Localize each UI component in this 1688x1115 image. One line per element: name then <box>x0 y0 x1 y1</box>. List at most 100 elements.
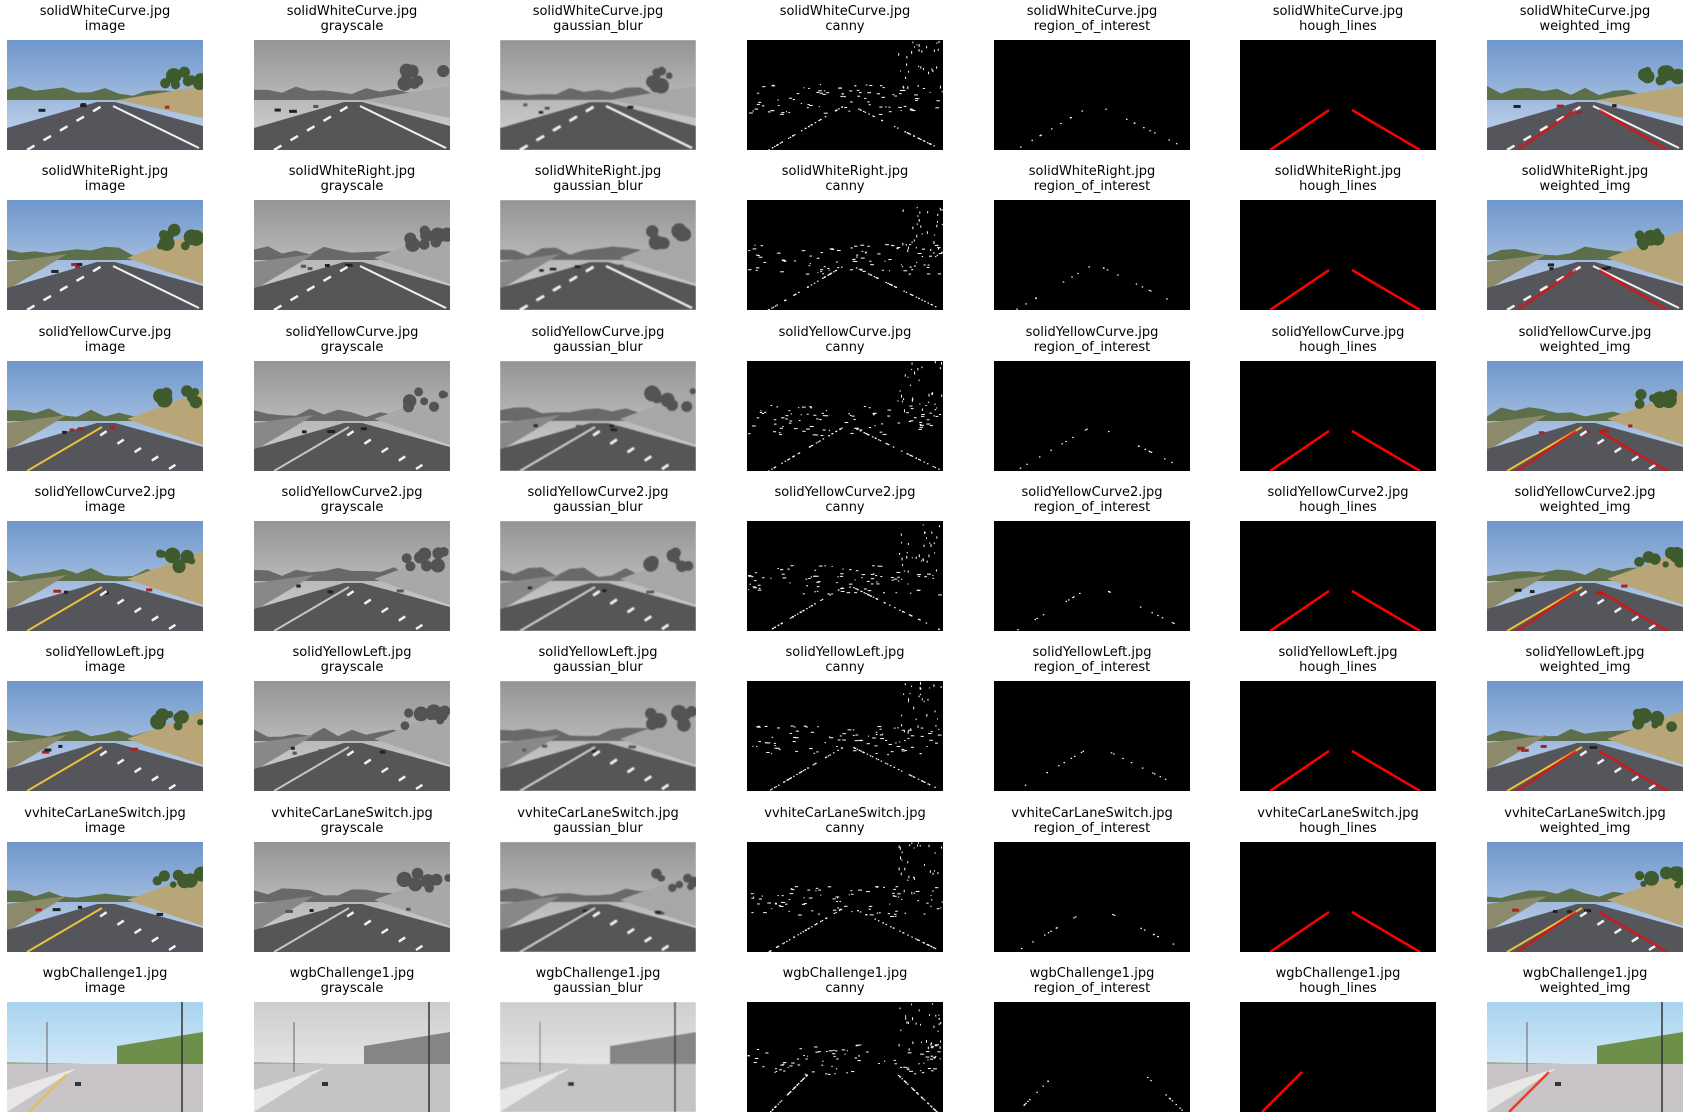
panel-yellow-left-image: solidYellowLeft.jpg image <box>7 645 203 791</box>
panel-stage: grayscale <box>320 340 384 355</box>
panel-caption: solidYellowCurve.jpg canny <box>727 325 963 355</box>
panel-white-car-lane-switch-grayscale: vvhiteCarLaneSwitch.jpg grayscale <box>254 806 450 952</box>
panel-stage: canny <box>825 500 865 515</box>
panel-stage: grayscale <box>320 500 384 515</box>
panel-white-curve-hough_lines: solidWhiteCurve.jpg hough_lines <box>1240 4 1436 150</box>
panel-caption: wgbChallenge1.jpg image <box>0 966 223 996</box>
panel-filename: solidWhiteRight.jpg <box>288 164 416 179</box>
panel-white-car-lane-switch-region_of_interest: vvhiteCarLaneSwitch.jpg region_of_interes… <box>994 806 1190 952</box>
panel-image <box>500 40 696 150</box>
panel-caption: solidWhiteCurve.jpg gaussian_blur <box>480 4 716 34</box>
panel-image <box>994 40 1190 150</box>
panel-stage: hough_lines <box>1299 660 1377 675</box>
panel-white-curve-weighted_img: solidWhiteCurve.jpg weighted_img <box>1487 4 1683 150</box>
panel-filename: wgbChallenge1.jpg <box>1522 966 1648 981</box>
panel-stage: region_of_interest <box>1033 500 1151 515</box>
panel-image <box>7 681 203 791</box>
panel-stage: gaussian_blur <box>553 19 643 34</box>
panel-filename: solidYellowLeft.jpg <box>538 645 658 660</box>
panel-caption: solidYellowCurve2.jpg grayscale <box>234 485 470 515</box>
panel-caption: vvhiteCarLaneSwitch.jpg image <box>0 806 223 836</box>
panel-filename: solidWhiteCurve.jpg <box>1519 4 1651 19</box>
panel-image <box>500 681 696 791</box>
panel-caption: wgbChallenge1.jpg gaussian_blur <box>480 966 716 996</box>
panel-stage: canny <box>825 179 865 194</box>
panel-stage: grayscale <box>320 179 384 194</box>
panel-image <box>1487 40 1683 150</box>
panel-stage: image <box>84 179 126 194</box>
panel-caption: solidYellowCurve.jpg grayscale <box>234 325 470 355</box>
panel-caption: solidYellowLeft.jpg region_of_interest <box>974 645 1210 675</box>
panel-stage: hough_lines <box>1299 981 1377 996</box>
panel-filename: solidYellowCurve2.jpg <box>527 485 669 500</box>
panel-stage: canny <box>825 19 865 34</box>
panel-white-car-lane-switch-canny: vvhiteCarLaneSwitch.jpg canny <box>747 806 943 952</box>
panel-stage: region_of_interest <box>1033 660 1151 675</box>
panel-image <box>254 200 450 310</box>
panel-caption: vvhiteCarLaneSwitch.jpg weighted_img <box>1467 806 1688 836</box>
panel-filename: wgbChallenge1.jpg <box>42 966 168 981</box>
panel-stage: weighted_img <box>1539 340 1631 355</box>
panel-filename: solidWhiteCurve.jpg <box>286 4 418 19</box>
panel-image <box>254 1002 450 1112</box>
panel-image <box>1487 681 1683 791</box>
panel-caption: solidYellowLeft.jpg weighted_img <box>1467 645 1688 675</box>
panel-caption: solidWhiteRight.jpg gaussian_blur <box>480 164 716 194</box>
panel-image <box>747 1002 943 1112</box>
panel-stage: gaussian_blur <box>553 821 643 836</box>
panel-caption: solidYellowCurve2.jpg gaussian_blur <box>480 485 716 515</box>
panel-caption: solidWhiteCurve.jpg weighted_img <box>1467 4 1688 34</box>
panel-filename: solidYellowCurve2.jpg <box>1514 485 1656 500</box>
panel-stage: canny <box>825 821 865 836</box>
panel-yellow-left-canny: solidYellowLeft.jpg canny <box>747 645 943 791</box>
panel-stage: image <box>84 500 126 515</box>
panel-white-right-gaussian_blur: solidWhiteRight.jpg gaussian_blur <box>500 164 696 310</box>
panel-stage: weighted_img <box>1539 179 1631 194</box>
panel-stage: canny <box>825 340 865 355</box>
panel-stage: gaussian_blur <box>553 981 643 996</box>
panel-filename: wgbChallenge1.jpg <box>535 966 661 981</box>
panel-filename: solidWhiteRight.jpg <box>534 164 662 179</box>
panel-challenge-weighted_img: wgbChallenge1.jpg weighted_img <box>1487 966 1683 1112</box>
panel-yellow-curve-gaussian_blur: solidYellowCurve.jpg gaussian_blur <box>500 325 696 471</box>
panel-filename: vvhiteCarLaneSwitch.jpg <box>24 806 186 821</box>
panel-filename: solidYellowCurve.jpg <box>38 325 172 340</box>
panel-caption: solidYellowLeft.jpg grayscale <box>234 645 470 675</box>
panel-image <box>1240 361 1436 471</box>
panel-image <box>7 40 203 150</box>
panel-white-right-canny: solidWhiteRight.jpg canny <box>747 164 943 310</box>
panel-caption: wgbChallenge1.jpg region_of_interest <box>974 966 1210 996</box>
panel-image <box>994 361 1190 471</box>
panel-image <box>500 521 696 631</box>
panel-filename: wgbChallenge1.jpg <box>1029 966 1155 981</box>
panel-stage: weighted_img <box>1539 500 1631 515</box>
panel-image <box>254 681 450 791</box>
panel-filename: solidWhiteRight.jpg <box>1521 164 1649 179</box>
panel-image <box>994 842 1190 952</box>
panel-white-car-lane-switch-image: vvhiteCarLaneSwitch.jpg image <box>7 806 203 952</box>
panel-caption: solidYellowCurve.jpg weighted_img <box>1467 325 1688 355</box>
panel-filename: solidYellowCurve2.jpg <box>1021 485 1163 500</box>
panel-image <box>994 200 1190 310</box>
panel-filename: solidWhiteCurve.jpg <box>779 4 911 19</box>
panel-stage: weighted_img <box>1539 660 1631 675</box>
panel-stage: region_of_interest <box>1033 821 1151 836</box>
panel-image <box>254 842 450 952</box>
panel-filename: solidYellowCurve.jpg <box>1518 325 1652 340</box>
panel-image <box>1487 361 1683 471</box>
panel-image <box>747 361 943 471</box>
panel-yellow-left-grayscale: solidYellowLeft.jpg grayscale <box>254 645 450 791</box>
panel-filename: solidWhiteCurve.jpg <box>39 4 171 19</box>
panel-filename: solidWhiteCurve.jpg <box>1026 4 1158 19</box>
panel-stage: weighted_img <box>1539 981 1631 996</box>
panel-caption: solidYellowCurve.jpg gaussian_blur <box>480 325 716 355</box>
panel-caption: solidYellowCurve.jpg image <box>0 325 223 355</box>
panel-yellow-curve-hough_lines: solidYellowCurve.jpg hough_lines <box>1240 325 1436 471</box>
panel-white-curve-canny: solidWhiteCurve.jpg canny <box>747 4 943 150</box>
panel-filename: solidYellowLeft.jpg <box>1278 645 1398 660</box>
panel-image <box>7 842 203 952</box>
panel-caption: solidWhiteCurve.jpg region_of_interest <box>974 4 1210 34</box>
panel-caption: solidWhiteCurve.jpg grayscale <box>234 4 470 34</box>
panel-stage: gaussian_blur <box>553 660 643 675</box>
panel-filename: solidYellowLeft.jpg <box>785 645 905 660</box>
